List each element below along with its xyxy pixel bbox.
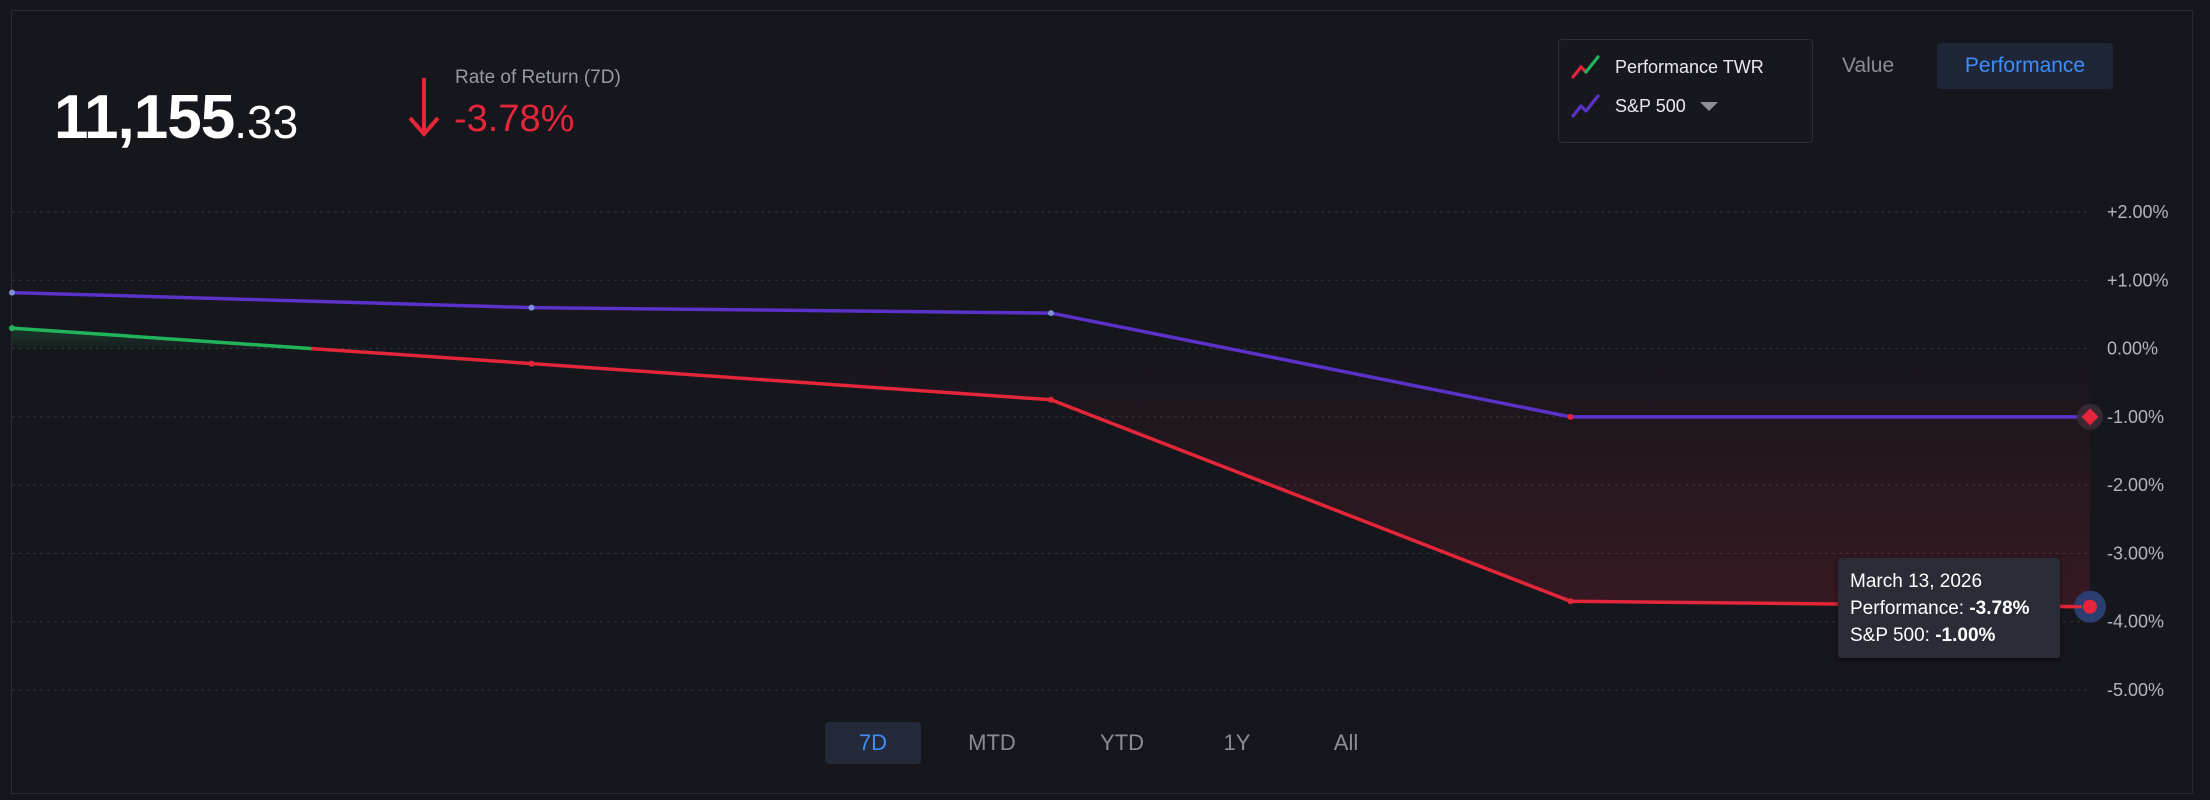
portfolio-balance: 11,155.33 <box>54 82 298 153</box>
tooltip-performance-label: Performance: <box>1850 598 1970 619</box>
range-button-1y[interactable]: 1Y <box>1223 730 1251 755</box>
performance-toggle-button[interactable]: Performance <box>1937 43 2113 89</box>
chevron-down-icon[interactable] <box>1699 101 1718 111</box>
tooltip-sp500-value: -1.00% <box>1935 625 1996 646</box>
legend-item-performance[interactable]: Performance TWR <box>1571 53 1764 81</box>
y-tick-label: -5.00% <box>2107 680 2164 700</box>
data-point-performance <box>1048 396 1054 403</box>
rate-of-return-value: -3.78% <box>454 98 575 140</box>
tooltip-sp500: S&P 500: -1.00% <box>1850 622 2048 649</box>
down-arrow-icon <box>408 78 440 138</box>
y-tick-label: -4.00% <box>2107 612 2164 632</box>
y-tick-label: -3.00% <box>2107 543 2164 563</box>
range-button-7d[interactable]: 7D <box>825 722 921 764</box>
line-chart-icon <box>1571 94 1600 118</box>
legend-item-sp500[interactable]: S&P 500 <box>1571 92 1718 120</box>
y-tick-label: -1.00% <box>2107 407 2164 427</box>
data-point-sp500 <box>1048 310 1054 317</box>
chart-legend: Performance TWR S&P 500 <box>1558 39 1813 143</box>
y-tick-label: +1.00% <box>2107 270 2169 290</box>
negative-area <box>311 348 2090 607</box>
balance-integer: 11,155 <box>54 83 235 152</box>
range-button-mtd[interactable]: MTD <box>968 730 1016 755</box>
legend-label-sp500: S&P 500 <box>1615 95 1686 116</box>
legend-label-performance: Performance TWR <box>1615 56 1764 77</box>
data-point-sp500 <box>9 289 15 296</box>
data-point-performance-active <box>2083 599 2097 614</box>
range-button-ytd[interactable]: YTD <box>1100 730 1144 755</box>
line-chart-icon <box>1571 55 1600 79</box>
data-point-performance <box>1567 598 1574 605</box>
data-point-performance <box>528 360 535 367</box>
chart-tooltip: March 13, 2026 Performance: -3.78% S&P 5… <box>1838 558 2060 658</box>
tooltip-performance-value: -3.78% <box>1969 598 2030 619</box>
y-tick-label: -2.00% <box>2107 475 2164 495</box>
data-point-sp500 <box>1567 413 1574 420</box>
balance-decimal: .33 <box>234 96 299 148</box>
y-tick-label: +2.00% <box>2107 202 2169 222</box>
tooltip-date: March 13, 2026 <box>1850 571 1983 592</box>
tooltip-sp500-label: S&P 500: <box>1850 625 1936 646</box>
series-line-performance-positive <box>11 326 312 351</box>
data-point-sp500 <box>528 304 535 311</box>
tooltip-performance: Performance: -3.78% <box>1850 595 2048 622</box>
value-toggle-button[interactable]: Value <box>1842 54 1895 77</box>
y-tick-label: 0.00% <box>2107 339 2158 359</box>
rate-of-return-label: Rate of Return (7D) <box>455 67 621 88</box>
data-point-performance <box>9 325 15 332</box>
range-button-all[interactable]: All <box>1333 730 1359 755</box>
